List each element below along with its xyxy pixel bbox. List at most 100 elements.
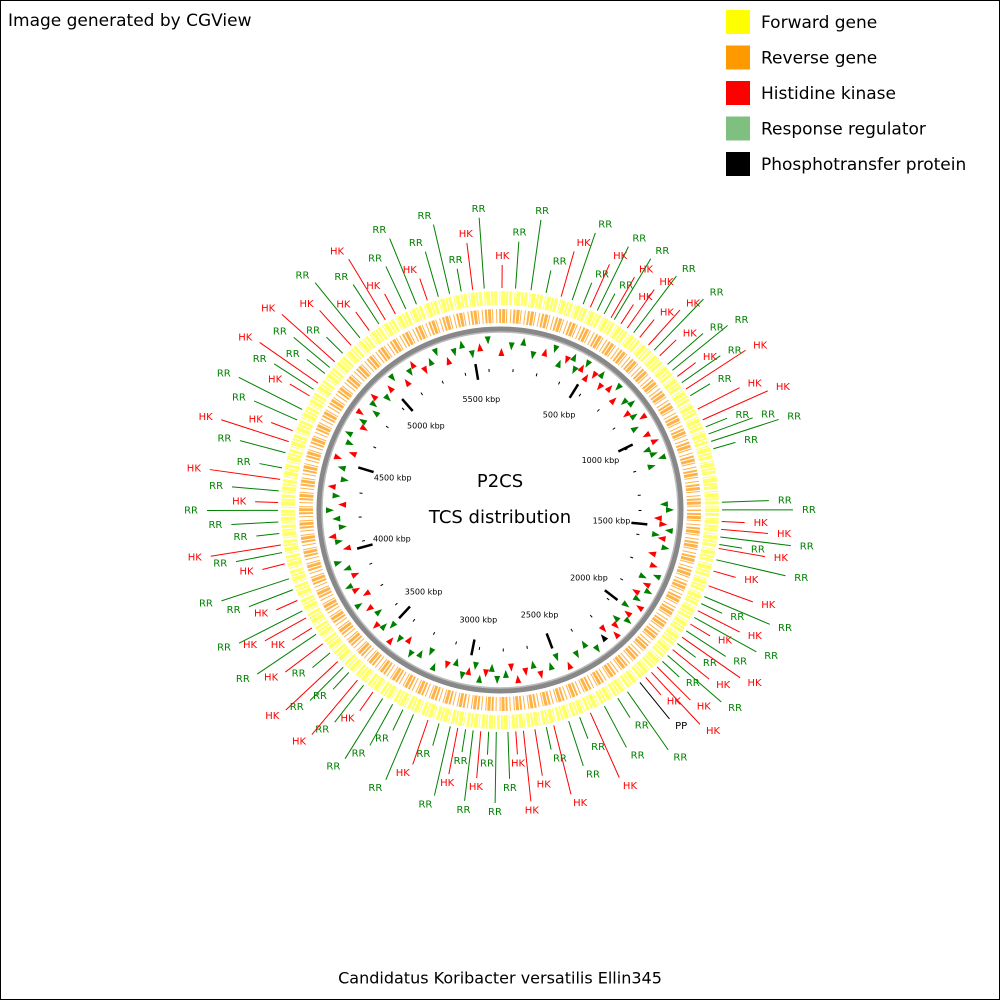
- feature-label: RR: [368, 253, 382, 264]
- feature-marker: [611, 620, 619, 629]
- feature-label: RR: [315, 724, 329, 735]
- leader-line: [239, 440, 286, 454]
- feature-label: HK: [774, 553, 789, 564]
- feature-marker: [648, 551, 657, 558]
- feature-marker: [431, 347, 438, 357]
- feature-label: RR: [728, 345, 742, 356]
- leader-line: [466, 242, 474, 290]
- leader-line: [292, 627, 313, 641]
- feature-label: HK: [265, 711, 280, 722]
- feature-label: RR: [232, 392, 246, 403]
- backbone-inner: [321, 331, 679, 689]
- leader-line: [721, 528, 769, 534]
- feature-label: HK: [264, 673, 279, 684]
- leader-line: [209, 469, 281, 480]
- feature-marker: [488, 663, 495, 672]
- feature-label: RR: [703, 658, 717, 669]
- feature-label: HK: [292, 737, 307, 748]
- feature-label: RR: [199, 599, 213, 610]
- feature-label: HK: [753, 340, 768, 351]
- leader-line: [270, 422, 293, 432]
- feature-label: RR: [418, 799, 432, 810]
- feature-label: RR: [227, 605, 241, 616]
- feature-label: RR: [237, 457, 251, 468]
- feature-label: HK: [623, 781, 638, 792]
- leader-line: [344, 698, 384, 759]
- feature-label: RR: [184, 506, 198, 517]
- feature-label: RR: [682, 264, 696, 275]
- feature-marker: [332, 492, 341, 499]
- feature-marker: [404, 379, 412, 388]
- feature-label: HK: [403, 265, 418, 276]
- feature-label: RR: [778, 495, 792, 506]
- feature-label: RR: [368, 783, 382, 794]
- feature-label: RR: [292, 668, 306, 679]
- feature-label: HK: [761, 600, 776, 611]
- leader-line: [419, 278, 428, 301]
- leader-line: [553, 725, 572, 795]
- feature-label: HK: [495, 251, 510, 262]
- feature-label: HK: [667, 697, 682, 708]
- feature-label: RR: [586, 769, 600, 780]
- leader-line: [285, 643, 324, 673]
- feature-label: RR: [595, 269, 609, 280]
- feature-label: RR: [591, 742, 605, 753]
- feature-marker: [354, 602, 363, 610]
- feature-marker: [567, 661, 574, 671]
- feature-marker: [659, 501, 669, 508]
- feature-marker: [630, 426, 639, 434]
- leader-line: [273, 363, 314, 390]
- leader-line: [620, 304, 634, 325]
- feature-label: RR: [718, 374, 732, 385]
- leader-line: [697, 610, 740, 633]
- leader-line: [560, 251, 575, 297]
- feature-label: RR: [728, 703, 742, 714]
- feature-marker: [600, 634, 609, 643]
- tick-mark: [631, 521, 648, 526]
- tick-label: 2500 kbp: [521, 610, 559, 619]
- leader-line: [530, 219, 542, 291]
- leader-line: [534, 729, 543, 776]
- leader-line: [293, 336, 331, 368]
- feature-marker: [636, 605, 645, 613]
- leader-line: [259, 342, 319, 384]
- leader-line: [464, 730, 474, 801]
- tick-mark: [357, 466, 374, 474]
- feature-marker: [345, 439, 354, 446]
- legend-swatch: [726, 152, 750, 176]
- leader-line: [231, 521, 279, 526]
- map-title: P2CS: [477, 471, 523, 492]
- leader-line: [432, 723, 440, 746]
- leader-line: [494, 731, 497, 803]
- feature-label: HK: [249, 414, 264, 425]
- leader-line: [702, 390, 768, 421]
- feature-label: RR: [234, 532, 248, 543]
- feature-label: HK: [261, 303, 276, 314]
- feature-label: RR: [306, 326, 320, 337]
- leader-line: [610, 276, 635, 319]
- feature-marker: [642, 430, 651, 438]
- feature-label: HK: [525, 805, 540, 816]
- tick-mark: [545, 633, 554, 649]
- feature-marker: [520, 337, 527, 347]
- feature-label: HK: [748, 379, 763, 390]
- feature-label: HK: [299, 299, 314, 310]
- legend-label: Forward gene: [761, 13, 877, 33]
- leader-line: [667, 655, 722, 703]
- feature-label: RR: [710, 288, 724, 299]
- leader-line: [626, 289, 655, 329]
- leader-line: [210, 544, 281, 557]
- feature-label: HK: [659, 277, 674, 288]
- feature-marker: [344, 431, 354, 438]
- leader-line: [461, 729, 467, 753]
- feature-label: RR: [686, 678, 700, 689]
- feature-label: HK: [240, 567, 255, 578]
- tick-label: 500 kbp: [543, 410, 576, 419]
- leader-line: [255, 501, 279, 503]
- feature-marker: [348, 452, 358, 458]
- feature-label: HK: [187, 463, 202, 474]
- feature-marker: [652, 574, 662, 581]
- feature-marker: [591, 370, 599, 379]
- feature-marker: [596, 382, 605, 391]
- leader-line: [677, 362, 696, 377]
